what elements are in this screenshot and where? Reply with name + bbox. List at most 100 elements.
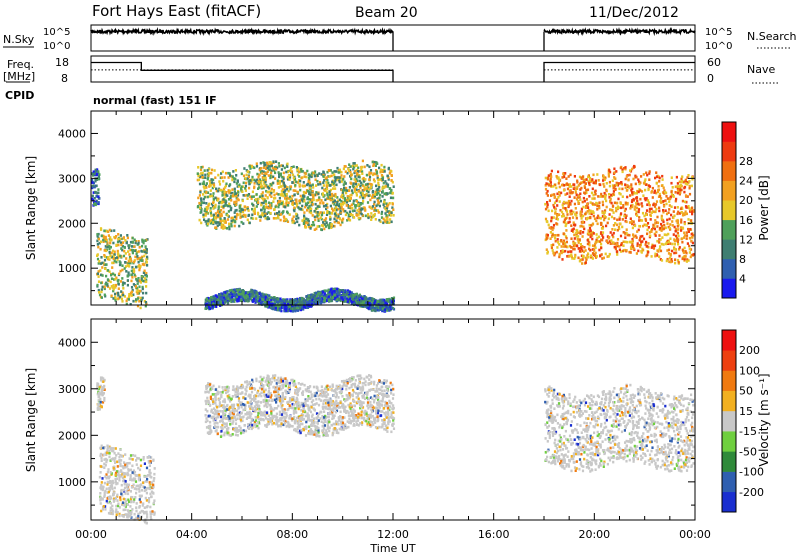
power-echo-cell — [144, 304, 147, 308]
power-echo-cell — [99, 262, 102, 265]
power-echo-cell — [295, 166, 298, 169]
power-echo-cell — [320, 224, 324, 227]
power-echo-cell — [625, 214, 628, 217]
power-echo-cell — [579, 212, 582, 216]
power-echo-cell — [133, 260, 136, 264]
power-echo-cell — [200, 221, 203, 225]
power-echo-cell — [611, 184, 614, 187]
power-echo-cell — [287, 178, 290, 181]
power-echo-cell — [544, 202, 547, 206]
power-echo-cell — [364, 304, 367, 308]
power-echo-cell — [385, 207, 388, 210]
power-echo-cell — [594, 192, 597, 196]
power-echo-cell — [275, 192, 278, 195]
power-echo-cell — [377, 305, 380, 309]
power-echo-cell — [618, 218, 621, 221]
power-echo-cell — [666, 249, 669, 252]
power-echo-cell — [327, 196, 330, 199]
power-echo-cell — [612, 190, 615, 193]
power-echo-cell — [566, 192, 569, 195]
power-echo-cell — [100, 256, 103, 259]
power-echo-cell — [346, 219, 349, 222]
power-echo-cell — [545, 182, 548, 185]
power-echo-cell — [100, 288, 103, 291]
power-echo-cell — [261, 176, 264, 179]
power-echo-cell — [97, 232, 100, 236]
power-echo-cell — [249, 195, 252, 198]
power-echo-cell — [265, 212, 268, 215]
power-echo-cell — [580, 186, 583, 190]
power-echo-cell — [220, 226, 223, 229]
power-echo-cell — [577, 231, 580, 235]
power-echo-cell — [338, 202, 341, 206]
power-echo-cell — [565, 177, 568, 180]
power-echo-cell — [251, 195, 254, 198]
power-echo-cell — [222, 295, 225, 299]
power-echo-cell — [382, 298, 386, 302]
power-echo-cell — [327, 175, 330, 178]
power-echo-cell — [379, 193, 382, 197]
power-echo-cell — [358, 195, 362, 199]
power-echo-cell — [127, 262, 130, 265]
power-echo-cell — [231, 175, 234, 178]
power-echo-cell — [326, 210, 329, 213]
power-echo-cell — [208, 299, 211, 303]
power-echo-cell — [608, 213, 611, 216]
power-echo-cell — [196, 205, 199, 209]
power-echo-cell — [687, 259, 690, 262]
power-echo-cell — [298, 199, 301, 203]
power-echo-cell — [309, 193, 312, 197]
power-echo-cell — [204, 184, 208, 188]
date-label: 11/Dec/2012 — [589, 5, 679, 21]
power-echo-cell — [284, 189, 287, 192]
power-echo-cell — [270, 195, 273, 198]
power-echo-cell — [223, 217, 226, 220]
power-echo-cell — [334, 293, 338, 296]
power-echo-cell — [684, 182, 687, 185]
power-echo-cell — [254, 180, 257, 183]
power-echo-cell — [292, 176, 295, 180]
power-echo-cell — [590, 212, 593, 216]
power-echo-cell — [556, 218, 559, 221]
power-echo-cell — [687, 227, 690, 231]
power-echo-cell — [352, 182, 355, 185]
power-echo-cell — [593, 252, 596, 256]
power-echo-cell — [262, 206, 265, 210]
power-echo-cell — [580, 181, 583, 184]
power-echo-cell — [308, 198, 311, 201]
power-echo-cell — [552, 185, 555, 188]
power-echo-cell — [389, 218, 392, 221]
power-echo-cell — [572, 183, 575, 186]
power-echo-cell — [366, 164, 369, 167]
power-echo-cell — [367, 190, 370, 194]
power-echo-cell — [594, 242, 597, 246]
power-echo-cell — [682, 180, 685, 184]
power-echo-cell — [348, 163, 351, 166]
power-echo-cell — [103, 229, 106, 233]
power-echo-cell — [318, 295, 321, 298]
power-echo-cell — [357, 213, 360, 216]
power-echo-cell — [335, 203, 339, 206]
power-echo-cell — [685, 251, 688, 255]
power-echo-cell — [339, 223, 342, 227]
power-echo-cell — [230, 222, 233, 226]
power-echo-cell — [310, 223, 313, 227]
power-echo-cell — [587, 180, 590, 184]
power-echo-cell — [262, 205, 265, 208]
power-echo-cell — [128, 295, 131, 298]
power-echo-cell — [206, 222, 210, 226]
power-echo-cell — [346, 297, 349, 300]
power-echo-cell — [682, 251, 685, 254]
power-echo-cell — [212, 213, 215, 217]
power-echo-cell — [582, 178, 585, 182]
power-echo-cell — [109, 280, 112, 284]
power-echo-cell — [313, 215, 316, 219]
power-echo-cell — [618, 222, 622, 225]
power-echo-cell — [582, 250, 585, 254]
power-echo-cell — [145, 302, 148, 306]
power-echo-cell — [117, 233, 120, 236]
power-echo-cell — [118, 260, 121, 263]
power-echo-cell — [242, 222, 245, 225]
power-echo-cell — [583, 227, 586, 231]
power-echo-cell — [384, 220, 387, 223]
